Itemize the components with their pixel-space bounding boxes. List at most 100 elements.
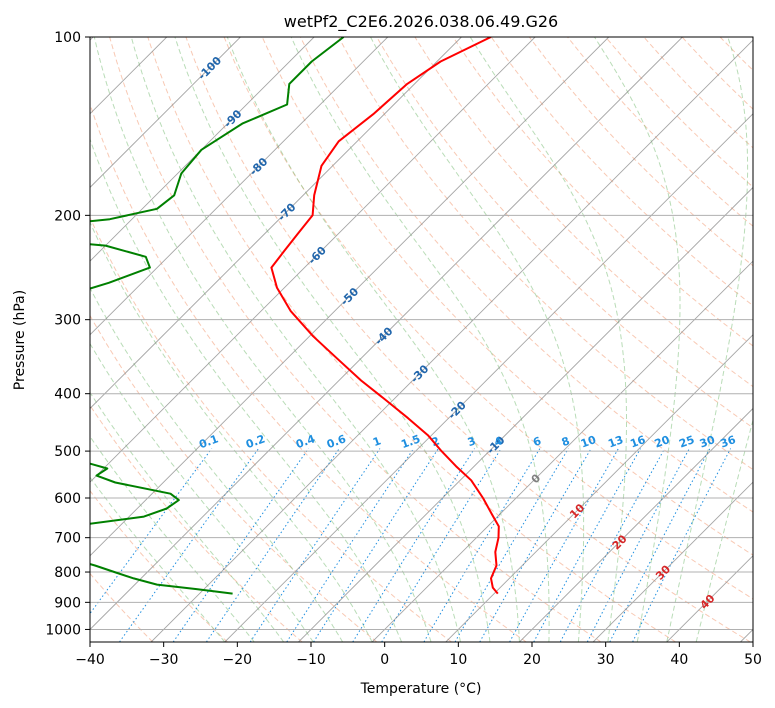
y-tick-label: 300 <box>54 313 81 329</box>
y-tick-label: 800 <box>54 565 81 581</box>
isotherm-line <box>90 37 536 483</box>
plot-area: -100-90-80-70-60-50-40-30-20-10010203040… <box>90 37 775 642</box>
y-axis-ticks: 100 200 300 400 500 600 700 800 900 1000 <box>45 30 90 638</box>
mixing-ratio-line <box>286 448 415 642</box>
moist-adiabat <box>666 37 749 642</box>
dry-adiabat <box>90 314 378 642</box>
x-tick-label: −30 <box>149 652 179 668</box>
mixing-ratio-label: 0.6 <box>325 432 348 451</box>
mixing-ratio-label: 0.4 <box>294 432 317 451</box>
temperature-line <box>270 37 500 595</box>
mixing-ratio-line <box>313 448 439 642</box>
mixing-ratio-line <box>352 448 475 642</box>
moist-adiabat <box>90 286 344 642</box>
mixing-ratio-line <box>559 448 666 642</box>
x-tick-label: 0 <box>380 652 389 668</box>
isotherm-label: -20 <box>446 399 469 422</box>
pressure-gridlines <box>90 37 753 630</box>
y-tick-label: 900 <box>54 595 81 611</box>
isotherm-line <box>90 37 683 631</box>
mixing-ratio-line <box>90 448 213 615</box>
x-tick-label: −40 <box>75 652 105 668</box>
isotherm-label: 20 <box>610 532 630 552</box>
mixing-ratio-line <box>632 448 732 642</box>
y-tick-label: 200 <box>54 208 81 224</box>
dry-adiabat <box>90 404 303 642</box>
moist-adiabat <box>370 37 585 642</box>
moist-adiabat <box>93 37 432 642</box>
dry-adiabat <box>147 37 676 642</box>
x-tick-label: 20 <box>523 652 541 668</box>
isotherm-label: 10 <box>567 501 587 521</box>
dry-adiabat <box>758 37 775 642</box>
dry-adiabat <box>452 37 753 347</box>
dry-adiabat <box>90 102 527 642</box>
moist-adiabat <box>174 37 491 642</box>
x-tick-label: −20 <box>223 652 253 668</box>
mixing-ratio-line <box>205 448 340 642</box>
dry-adiabat <box>223 37 753 600</box>
mixing-ratio-line <box>479 448 592 642</box>
dry-adiabat <box>261 37 753 556</box>
isotherm-line <box>224 113 753 642</box>
dry-adiabat <box>414 37 753 388</box>
dry-adiabat <box>90 216 452 642</box>
dry-adiabat <box>643 37 753 149</box>
isotherm-label: -70 <box>275 200 298 223</box>
isotherm-line <box>445 334 753 642</box>
isotherm-line <box>371 260 753 642</box>
mixing-ratio-label: 36 <box>719 433 738 451</box>
dry-adiabat <box>490 37 753 307</box>
isotherm-line <box>90 37 462 410</box>
dry-adiabat <box>338 37 753 471</box>
isotherm-line <box>90 37 241 189</box>
mixing-ratio-label: 30 <box>698 433 717 451</box>
dry-adiabat <box>299 37 753 513</box>
moist-adiabat <box>290 37 550 642</box>
moist-adiabat <box>695 418 753 642</box>
mixing-ratio-label: 4 <box>492 434 504 449</box>
mixing-ratio-labels: 0.1 0.2 0.4 0.6 1 1.5 2 3 4 6 8 10 13 16 20 25 30 36 <box>197 432 737 451</box>
isotherm-line <box>592 481 753 642</box>
moist-adiabat <box>90 391 285 642</box>
isotherm-label: -100 <box>195 54 224 83</box>
mixing-ratio-line <box>381 448 502 642</box>
moist-adiabat <box>90 220 373 642</box>
x-axis-ticks: −40 −30 −20 −10 0 10 20 30 40 50 <box>75 642 762 668</box>
x-axis-label: Temperature (°C) <box>360 681 482 697</box>
y-tick-label: 500 <box>54 444 81 460</box>
x-tick-label: 30 <box>597 652 615 668</box>
y-tick-label: 400 <box>54 387 81 403</box>
mixing-ratio-label: 0.2 <box>244 432 267 451</box>
x-tick-label: 10 <box>449 652 467 668</box>
mixing-ratio-line <box>172 448 310 642</box>
mixing-ratio-label: 8 <box>560 434 572 449</box>
moist-adiabat <box>226 37 520 642</box>
moist-adiabat <box>469 37 627 642</box>
y-tick-label: 1000 <box>45 622 81 638</box>
x-tick-label: −10 <box>296 652 326 668</box>
mixing-ratio-label: 1 <box>371 434 383 449</box>
mixing-ratio-label: 2 <box>430 434 442 449</box>
dewpoint-line <box>90 37 345 595</box>
mixing-ratio-label: 6 <box>531 434 543 449</box>
isotherm-label: 40 <box>698 592 718 612</box>
moist-adiabat <box>594 37 681 642</box>
dry-adiabat <box>90 572 154 642</box>
chart-title: wetPf2_C2E6.2026.038.06.49.G26 <box>284 12 558 32</box>
mixing-ratio-line <box>119 448 260 642</box>
y-tick-label: 600 <box>54 491 81 507</box>
isotherm-line <box>90 37 389 336</box>
moist-adiabat <box>90 342 314 642</box>
isotherm-line <box>519 407 753 642</box>
mixing-ratio-line <box>586 448 690 642</box>
isotherm-line <box>666 555 753 642</box>
mixing-ratio-label: 1.5 <box>399 432 422 451</box>
dry-adiabat <box>90 489 228 642</box>
profiles <box>90 37 500 595</box>
x-tick-label: 50 <box>744 652 762 668</box>
y-tick-label: 700 <box>54 531 81 547</box>
y-tick-label: 100 <box>54 30 81 46</box>
mixing-ratio-label: 13 <box>606 433 625 450</box>
